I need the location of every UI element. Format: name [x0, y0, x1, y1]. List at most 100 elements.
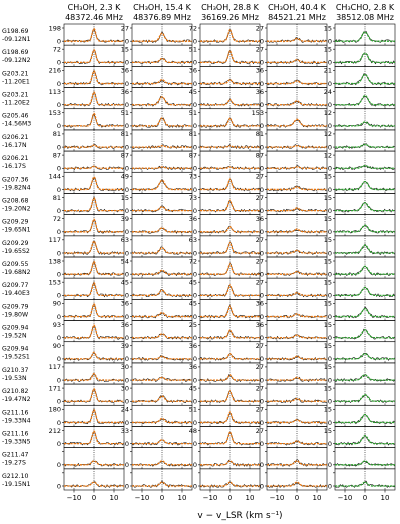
spectrum-panel: 27 0 [256, 193, 328, 215]
column-title-4: CH₃OH, 40.4 K [268, 3, 327, 12]
x-tick-label: 10 [178, 494, 187, 502]
y-tick-label-zero: 0 [260, 482, 264, 490]
model-fit [64, 481, 124, 487]
y-tick-label-zero: 0 [125, 37, 129, 45]
y-tick-label-max: 12 [324, 151, 332, 159]
column-frequency-5: 38512.08 MHz [336, 13, 394, 22]
spectrum-panel: 30 0 [121, 383, 193, 406]
x-tick-label: 0 [295, 494, 299, 502]
observed-spectrum [199, 200, 261, 213]
y-tick-label-zero: 0 [328, 313, 332, 321]
spectrum-panel: 87 0 [53, 150, 125, 173]
row-labels: G198.69-09.12N1G198.69-09.12N2G203.21-11… [2, 28, 31, 488]
row-label-suffix: -19.27S [2, 460, 26, 467]
y-tick-label-zero: 0 [328, 143, 332, 151]
observed-spectrum [266, 459, 328, 467]
model-fit [64, 430, 124, 445]
spectrum-panel: 15 0 [324, 426, 396, 448]
row-label-suffix: -19.82N4 [2, 184, 31, 191]
spectrum-panel: 15 0 [324, 320, 396, 342]
y-tick-label-max: 27 [256, 406, 264, 414]
spectrum-panel: 15 0 [324, 23, 396, 45]
observed-spectrum [63, 178, 125, 192]
y-tick-label-max: 27 [256, 45, 264, 53]
spectrum-panel: 63 0 [189, 235, 261, 258]
x-tick-label: 0 [363, 494, 367, 502]
spectrum-panel: 0 [57, 468, 125, 491]
y-tick-label-max: 36 [256, 88, 264, 96]
spectrum-panel: 212 0 [49, 426, 125, 448]
y-tick-label-max: 45 [189, 278, 197, 286]
y-tick-label-zero: 0 [193, 440, 197, 448]
y-tick-label-max: 138 [49, 257, 61, 265]
observed-spectrum [131, 480, 193, 488]
model-fit [132, 439, 192, 445]
y-tick-label-max: 81 [189, 130, 197, 138]
observed-spectrum [131, 80, 193, 86]
model-fit [200, 389, 260, 402]
model-fit [335, 94, 395, 106]
y-tick-label-max: 24 [121, 406, 129, 414]
row-label-source: G211.16 [2, 430, 29, 437]
y-tick-label-max: 36 [189, 215, 197, 223]
x-tick-label: 10 [246, 494, 255, 502]
y-tick-label-zero: 0 [57, 482, 61, 490]
row-label-source: G211.16 [2, 409, 29, 416]
y-tick-label-max: 198 [49, 24, 61, 32]
y-tick-label-zero: 0 [260, 461, 264, 469]
model-fit [132, 395, 192, 402]
model-fit [267, 80, 327, 85]
spectrum-panel: 15 0 [324, 193, 396, 215]
spectrum-panel: 0 [260, 468, 328, 491]
y-tick-label-max: 90 [53, 300, 61, 308]
spectrum-panel: 27 0 [121, 23, 193, 45]
spectrum-panel: 45 0 [189, 299, 261, 321]
y-tick-label-zero: 0 [57, 186, 61, 194]
spectrum-panel: 72 0 [53, 214, 125, 237]
y-tick-label-max: 63 [121, 236, 129, 244]
column-frequency-3: 36169.26 MHz [201, 13, 259, 22]
column-title-3: CH₃OH, 28.8 K [201, 3, 260, 12]
spectrum-panel: 30 0 [121, 362, 193, 385]
y-tick-label-max: 73 [189, 194, 197, 202]
y-tick-label-max: 15 [324, 236, 332, 244]
model-fit [200, 28, 260, 42]
y-tick-label-zero: 0 [193, 355, 197, 363]
model-fit [335, 202, 395, 212]
model-fit [335, 143, 395, 148]
model-fit [267, 166, 327, 169]
model-fit [267, 207, 327, 212]
model-fit [200, 145, 260, 148]
row-label-suffix: -14.56M3 [2, 121, 31, 128]
model-fit [132, 32, 192, 42]
model-fit [132, 247, 192, 254]
spectrum-panel: 15 0 [121, 44, 193, 67]
y-tick-label-max: 36 [121, 67, 129, 75]
spectrum-panel: 51 0 [189, 108, 261, 130]
y-tick-label-max: 81 [53, 194, 61, 202]
model-fit [335, 394, 395, 402]
y-tick-label-max: 39 [121, 215, 129, 223]
spectrum-panel: 81 0 [256, 129, 328, 151]
model-fit [64, 372, 124, 381]
spectrum-panel: 87 0 [121, 150, 193, 173]
column-frequency-1: 48372.46 MHz [65, 13, 123, 22]
y-tick-label-max: 33 [121, 427, 129, 435]
y-tick-label-max: 15 [324, 215, 332, 223]
spectrum-panel: 117 0 [49, 362, 125, 385]
model-fit [267, 313, 327, 318]
y-tick-label-zero: 0 [193, 143, 197, 151]
y-tick-label-zero: 0 [125, 122, 129, 130]
y-tick-label-max: 39 [121, 342, 129, 350]
x-tick-label: −10 [338, 494, 353, 502]
model-fit [64, 48, 124, 64]
model-fit [64, 408, 124, 424]
y-tick-label-max: 113 [49, 88, 61, 96]
model-fit [335, 435, 395, 445]
spectrum-panel: 87 0 [189, 150, 261, 173]
y-tick-label-max: 72 [53, 45, 61, 53]
y-tick-label-zero: 0 [57, 398, 61, 406]
